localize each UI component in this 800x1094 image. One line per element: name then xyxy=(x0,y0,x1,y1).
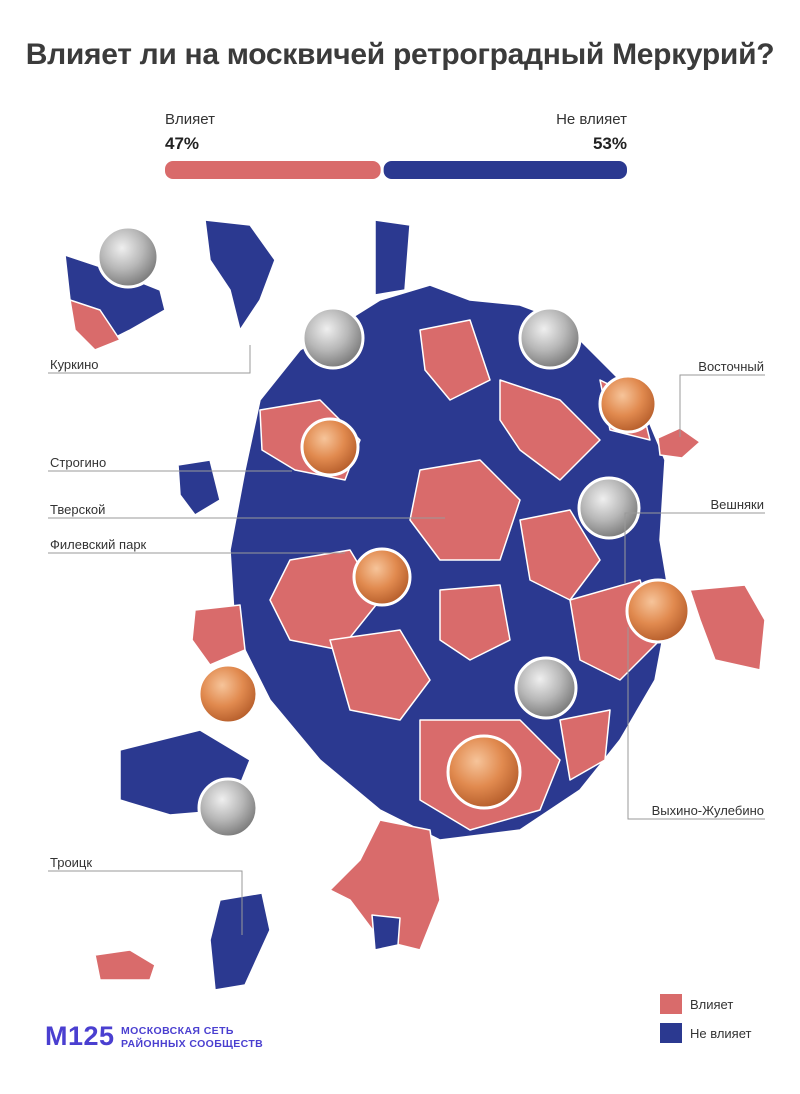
mercury-planet-orange xyxy=(300,417,360,477)
district-satellite xyxy=(374,219,411,296)
split-bar xyxy=(165,161,627,179)
legend-swatch-affects xyxy=(660,994,682,1014)
planets xyxy=(96,225,691,839)
callout-strogino: Строгино xyxy=(50,455,107,470)
callout-troitsk: Троицк xyxy=(50,855,93,870)
district-satellite xyxy=(371,914,401,951)
callout-vostochny: Восточный xyxy=(698,359,764,374)
brand-line-2: РАЙОННЫХ СООБЩЕСТВ xyxy=(121,1038,264,1050)
brand-line-1: МОСКОВСКАЯ СЕТЬ xyxy=(121,1025,234,1037)
m125-logo: M125 xyxy=(45,1021,115,1051)
mercury-planet-orange xyxy=(598,374,658,434)
legend-label-affects: Влияет xyxy=(690,997,734,1012)
district-satellite xyxy=(204,219,276,331)
callout-lines xyxy=(48,345,765,935)
district-satellite xyxy=(94,949,156,981)
district-patch xyxy=(329,629,431,721)
district-vostochny xyxy=(657,427,701,459)
district-patch xyxy=(499,379,601,481)
leader-veshnyaki xyxy=(624,512,765,583)
bar-segment-affects xyxy=(165,161,381,179)
callout-kurkino: Куркино xyxy=(50,357,99,372)
leader-vostochny xyxy=(679,374,765,437)
callout-filevsky-park: Филевский парк xyxy=(50,537,147,552)
district-patch xyxy=(419,319,491,401)
district-satellite xyxy=(177,459,221,516)
legend-swatch-not-affects xyxy=(660,1023,682,1043)
callout-tverskoy: Тверской xyxy=(50,502,106,517)
mercury-planet-grey xyxy=(514,656,578,720)
district-patch xyxy=(409,459,521,561)
mercury-planet-grey xyxy=(301,306,365,370)
district-satellite xyxy=(191,604,246,666)
bar-value-affects: 47% xyxy=(165,134,200,153)
bar-segment-not-affects xyxy=(383,161,627,179)
chart-title: Влияет ли на москвичей ретроградный Мерк… xyxy=(25,38,775,71)
bar-value-not-affects: 53% xyxy=(592,134,627,153)
district-patch xyxy=(519,509,601,601)
mercury-planet-grey xyxy=(577,476,641,540)
district-troitsk xyxy=(209,892,271,991)
callout-veshnyaki: Вешняки xyxy=(710,497,765,512)
district-satellite xyxy=(689,584,766,671)
leader-kurkino xyxy=(48,345,251,374)
legend-label-not-affects: Не влияет xyxy=(690,1026,752,1041)
district-patch xyxy=(559,709,611,781)
mercury-planet-grey xyxy=(518,306,582,370)
district-patch xyxy=(439,584,511,661)
mercury-planet-orange xyxy=(352,547,412,607)
mercury-planet-orange xyxy=(197,663,259,725)
district-satellite xyxy=(69,299,121,351)
mercury-planet-orange xyxy=(446,734,522,810)
bar-label-affects: Влияет xyxy=(165,111,215,128)
mercury-planet-grey xyxy=(96,225,160,289)
leader-vykhino xyxy=(627,627,765,820)
callout-vykhino-zhulebino: Выхино-Жулебино xyxy=(651,803,764,818)
leader-troitsk xyxy=(48,870,243,935)
bar-label-not-affects: Не влияет xyxy=(556,111,627,128)
mercury-planet-orange xyxy=(625,578,691,644)
mercury-planet-grey xyxy=(197,777,259,839)
